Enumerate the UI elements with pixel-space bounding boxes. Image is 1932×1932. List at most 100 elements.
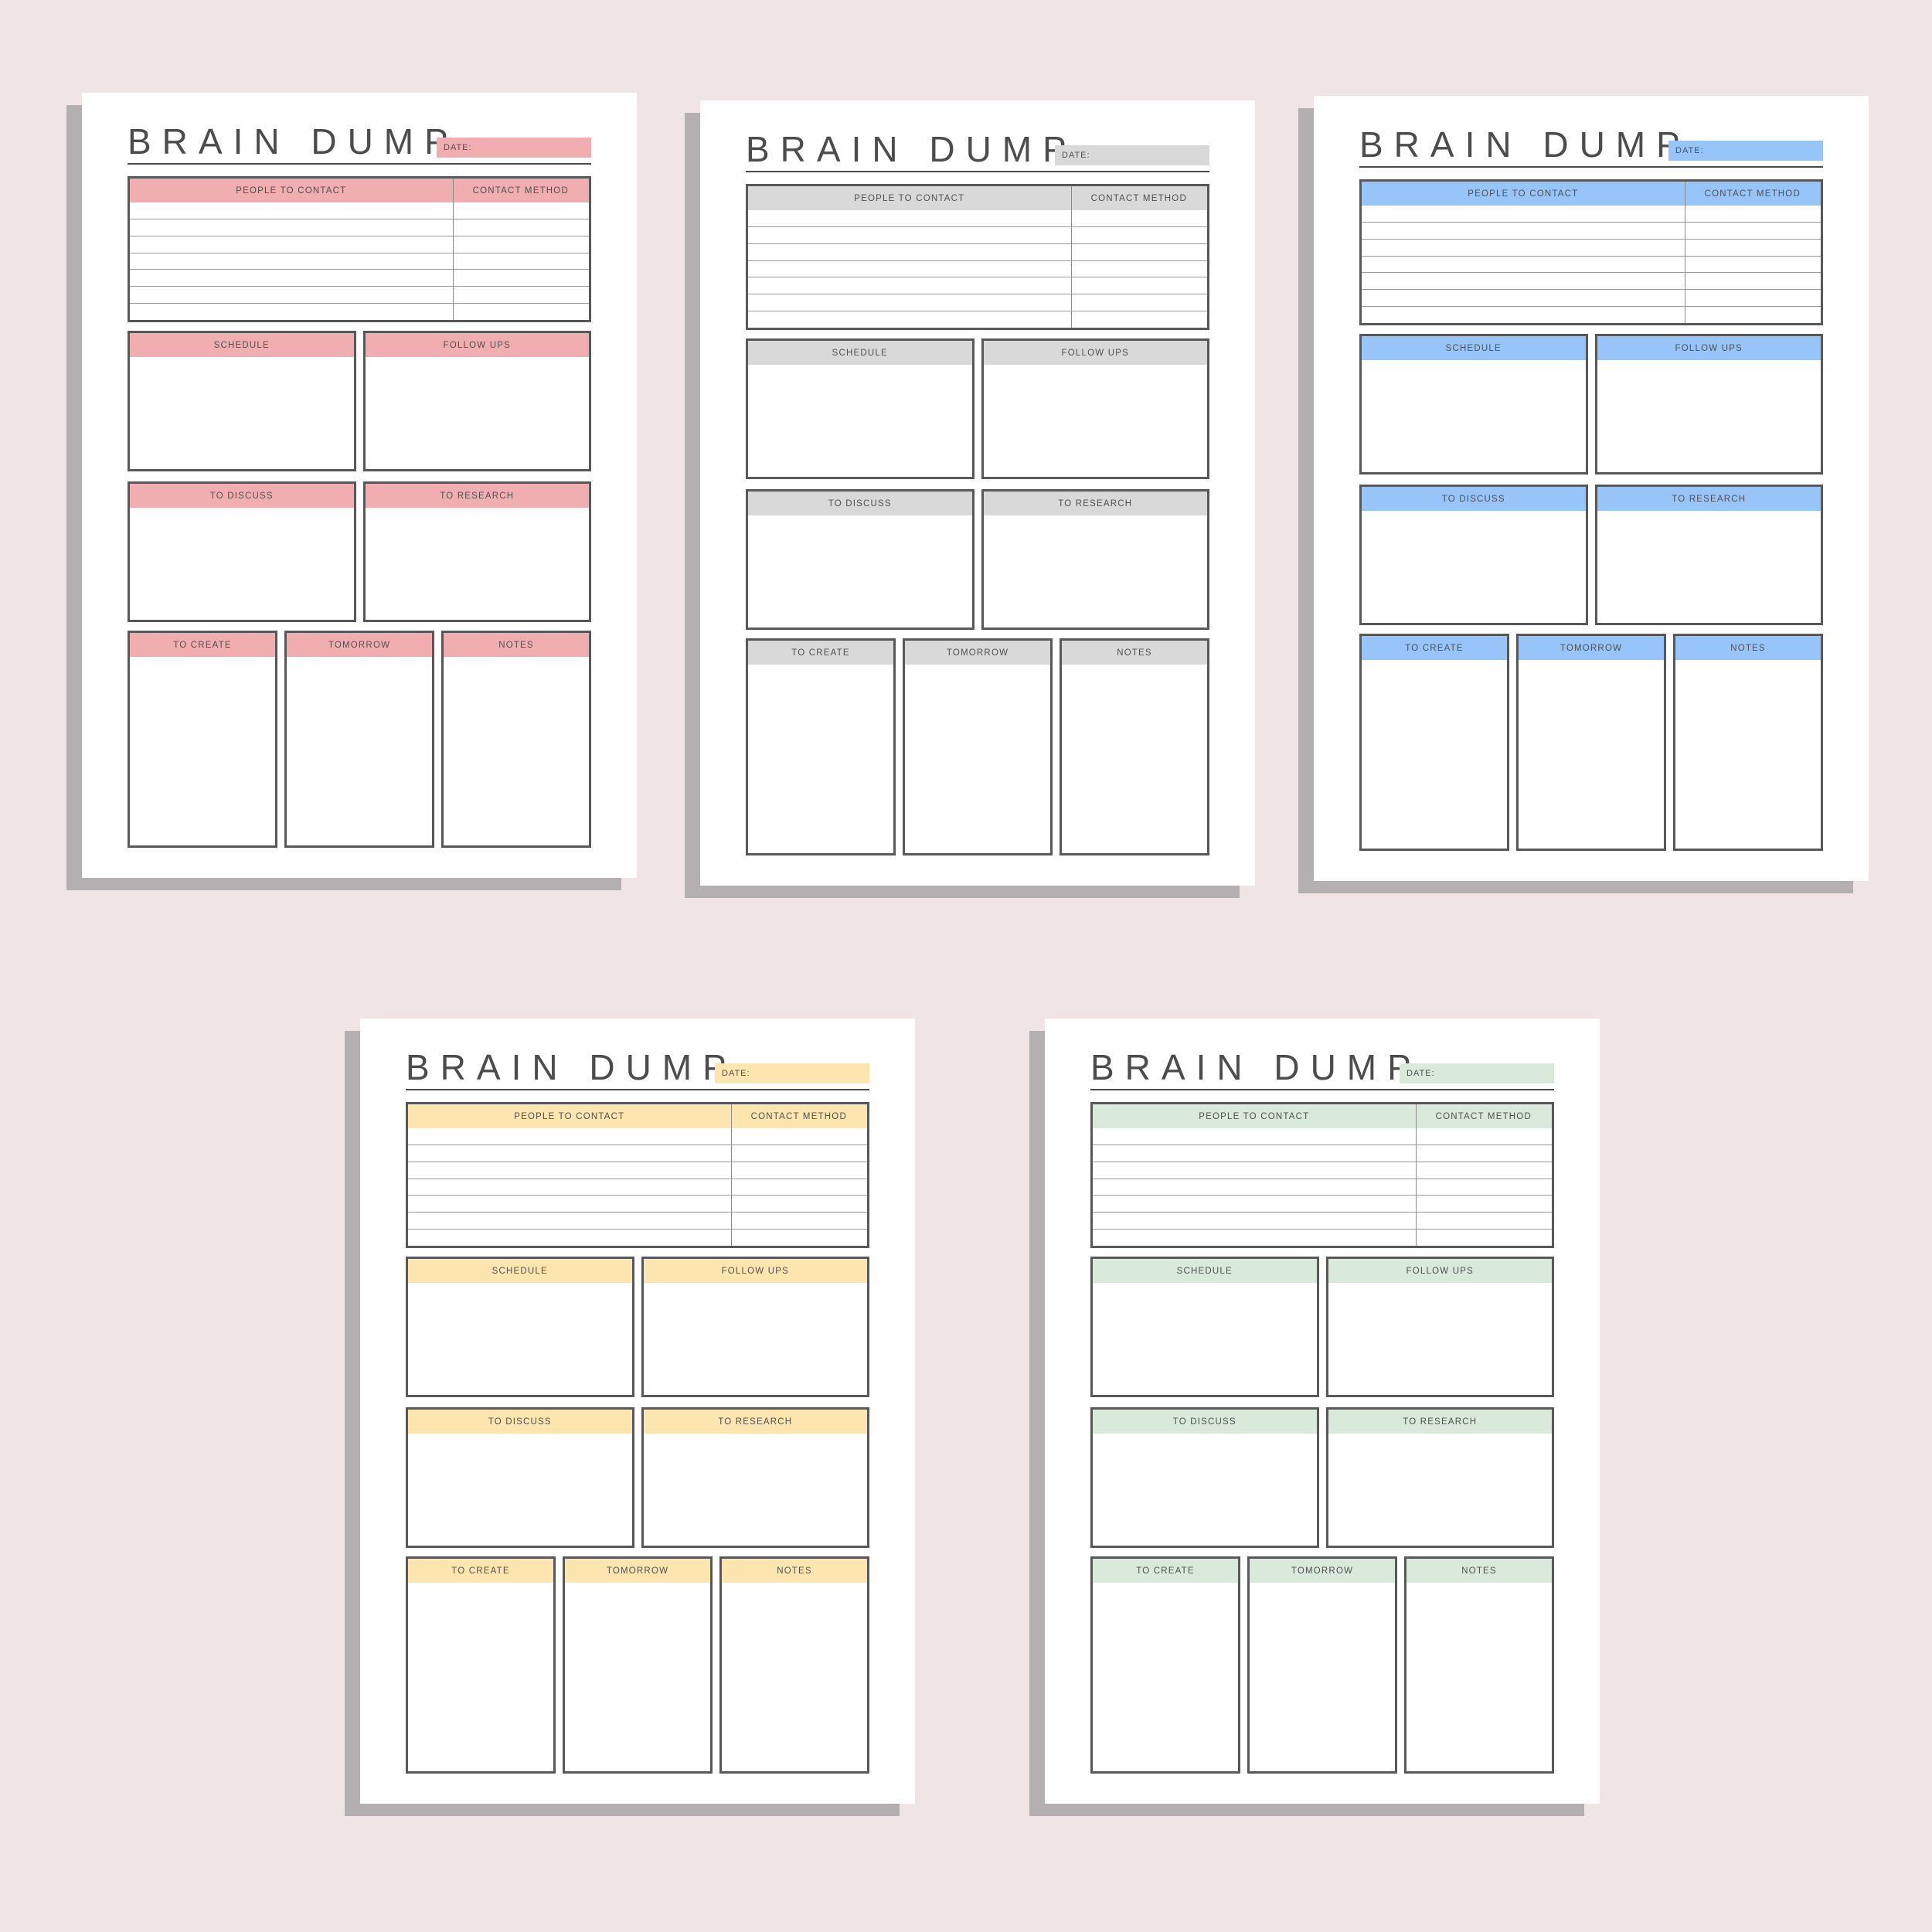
table-row [748, 244, 1207, 261]
notes-box: NOTES [1673, 634, 1823, 851]
tomorrow-label: TOMORROW [287, 633, 432, 657]
table-row [1362, 240, 1821, 257]
planner-page-green: BRAIN DUMP DATE: PEOPLE TO CONTACT CONTA… [1045, 1019, 1600, 1804]
column-header-people-label: PEOPLE TO CONTACT [1199, 1111, 1310, 1121]
title-underline [1090, 1089, 1554, 1090]
to-create-label: TO CREATE [1093, 1559, 1238, 1583]
section-row-1: SCHEDULE FOLLOW UPS [1090, 1257, 1554, 1397]
schedule-label: SCHEDULE [130, 333, 354, 357]
column-header-method: CONTACT METHOD [1685, 182, 1821, 206]
follow-ups-label: FOLLOW UPS [983, 341, 1207, 365]
column-header-people-label: PEOPLE TO CONTACT [854, 193, 965, 203]
table-row [1362, 290, 1821, 308]
to-create-box: TO CREATE [1090, 1556, 1240, 1774]
column-header-method: CONTACT METHOD [1071, 186, 1207, 210]
column-divider-line [1415, 1104, 1417, 1246]
page-title: BRAIN DUMP [406, 1047, 737, 1087]
section-row-3: TO CREATE TOMORROW NOTES [746, 638, 1209, 855]
notes-box: NOTES [1060, 638, 1209, 855]
to-research-box: TO RESEARCH [981, 489, 1209, 630]
to-discuss-label: TO DISCUSS [408, 1410, 632, 1434]
section-row-1: SCHEDULE FOLLOW UPS [406, 1257, 869, 1397]
page-title: BRAIN DUMP [1359, 124, 1691, 165]
table-row [1093, 1145, 1552, 1162]
table-row [408, 1145, 867, 1162]
follow-ups-box: FOLLOW UPS [1594, 334, 1823, 474]
follow-ups-box: FOLLOW UPS [641, 1257, 869, 1397]
section-row-3: TO CREATE TOMORROW NOTES [1090, 1556, 1554, 1774]
planner-page-blue: BRAIN DUMP DATE: PEOPLE TO CONTACT CONTA… [1314, 96, 1869, 881]
table-row [1362, 206, 1821, 223]
table-row [130, 270, 589, 287]
schedule-box: SCHEDULE [128, 331, 356, 471]
table-header: PEOPLE TO CONTACT CONTACT METHOD [1093, 1104, 1552, 1128]
column-header-people-label: PEOPLE TO CONTACT [1468, 189, 1579, 199]
table-body [1093, 1128, 1552, 1246]
to-create-label: TO CREATE [748, 641, 893, 665]
to-discuss-box: TO DISCUSS [746, 489, 975, 630]
page-title: BRAIN DUMP [1090, 1047, 1422, 1087]
table-header: PEOPLE TO CONTACT CONTACT METHOD [748, 186, 1207, 210]
section-row-3: TO CREATE TOMORROW NOTES [128, 631, 591, 848]
column-header-method-label: CONTACT METHOD [1435, 1111, 1532, 1121]
section-row-1: SCHEDULE FOLLOW UPS [746, 338, 1209, 479]
table-row [130, 219, 589, 236]
to-create-label: TO CREATE [408, 1559, 553, 1583]
table-body [130, 202, 589, 320]
to-research-box: TO RESEARCH [362, 481, 591, 622]
table-header: PEOPLE TO CONTACT CONTACT METHOD [1362, 182, 1821, 206]
table-row [1093, 1179, 1552, 1196]
planner-page-gray: BRAIN DUMP DATE: PEOPLE TO CONTACT CONTA… [700, 100, 1255, 886]
contacts-table: PEOPLE TO CONTACT CONTACT METHOD [1359, 179, 1823, 325]
column-header-method-label: CONTACT METHOD [1704, 189, 1801, 199]
table-row [130, 202, 589, 219]
section-row-2: TO DISCUSS TO RESEARCH [746, 489, 1209, 630]
column-header-people: PEOPLE TO CONTACT [1093, 1104, 1416, 1128]
table-row [748, 227, 1207, 244]
to-create-label: TO CREATE [1362, 636, 1507, 660]
date-label: DATE: [1675, 146, 1704, 155]
notes-label: NOTES [1406, 1559, 1552, 1583]
follow-ups-box: FOLLOW UPS [362, 331, 591, 471]
planner-page-yellow: BRAIN DUMP DATE: PEOPLE TO CONTACT CONTA… [360, 1019, 915, 1804]
follow-ups-box: FOLLOW UPS [1325, 1257, 1554, 1397]
table-row [748, 277, 1207, 295]
table-row [1362, 273, 1821, 291]
schedule-box: SCHEDULE [746, 338, 975, 479]
page-title: BRAIN DUMP [128, 121, 459, 162]
section-row-2: TO DISCUSS TO RESEARCH [1359, 485, 1823, 625]
table-row [408, 1179, 867, 1196]
date-label: DATE: [1062, 151, 1090, 160]
section-row-2: TO DISCUSS TO RESEARCH [1090, 1407, 1554, 1548]
follow-ups-label: FOLLOW UPS [1328, 1259, 1552, 1283]
contacts-table: PEOPLE TO CONTACT CONTACT METHOD [1090, 1102, 1554, 1248]
table-row [748, 294, 1207, 312]
date-field: DATE: [1055, 145, 1209, 165]
table-row [1093, 1196, 1552, 1213]
to-research-label: TO RESEARCH [643, 1410, 867, 1434]
schedule-box: SCHEDULE [1090, 1257, 1319, 1397]
table-row [408, 1128, 867, 1145]
table-row [130, 236, 589, 253]
tomorrow-label: TOMORROW [1250, 1559, 1395, 1583]
tomorrow-label: TOMORROW [1519, 636, 1664, 660]
contacts-table: PEOPLE TO CONTACT CONTACT METHOD [128, 176, 591, 322]
column-header-method-label: CONTACT METHOD [472, 185, 569, 196]
page-content: BRAIN DUMP DATE: PEOPLE TO CONTACT CONTA… [1090, 1019, 1554, 1804]
to-discuss-box: TO DISCUSS [128, 481, 356, 622]
column-header-people-label: PEOPLE TO CONTACT [236, 185, 347, 196]
schedule-label: SCHEDULE [408, 1259, 632, 1283]
column-header-people: PEOPLE TO CONTACT [408, 1104, 731, 1128]
tomorrow-label: TOMORROW [565, 1559, 710, 1583]
column-header-people-label: PEOPLE TO CONTACT [514, 1111, 625, 1121]
notes-box: NOTES [1404, 1556, 1554, 1774]
column-header-method-label: CONTACT METHOD [1090, 193, 1187, 203]
section-row-3: TO CREATE TOMORROW NOTES [406, 1556, 869, 1774]
column-header-people: PEOPLE TO CONTACT [748, 186, 1071, 210]
tomorrow-box: TOMORROW [903, 638, 1053, 855]
to-create-box: TO CREATE [746, 638, 896, 855]
to-discuss-box: TO DISCUSS [1359, 485, 1588, 625]
table-body [748, 210, 1207, 328]
contacts-table: PEOPLE TO CONTACT CONTACT METHOD [406, 1102, 869, 1248]
tomorrow-box: TOMORROW [1516, 634, 1666, 851]
